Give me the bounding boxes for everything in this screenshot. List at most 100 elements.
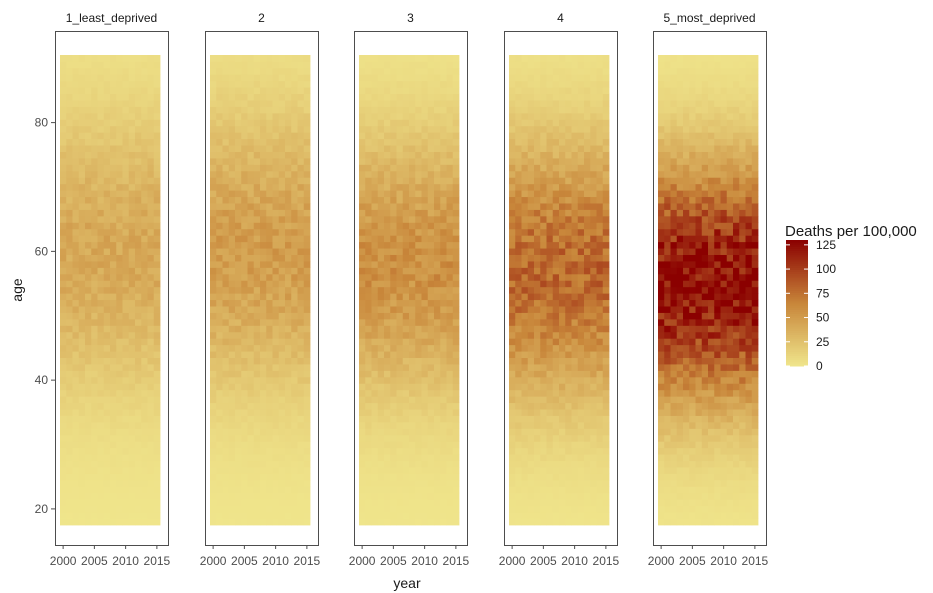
heat-tile <box>297 402 305 410</box>
heat-tile <box>402 512 410 519</box>
heat-tile <box>297 486 305 494</box>
heat-tile <box>116 364 123 371</box>
heat-tile <box>565 306 572 313</box>
heat-tile <box>527 486 535 494</box>
heat-tile <box>515 80 522 88</box>
heat-tile <box>78 364 86 371</box>
heat-tile <box>297 158 305 165</box>
heat-tile <box>241 228 248 236</box>
heat-tile <box>135 396 142 404</box>
heat-tile <box>235 383 242 391</box>
heat-tile <box>60 460 67 468</box>
heat-tile <box>540 306 547 313</box>
heat-tile <box>365 183 372 191</box>
heat-tile <box>664 203 671 210</box>
heat-tile <box>97 351 105 358</box>
heat-tile <box>303 196 311 204</box>
heat-tile <box>515 383 522 391</box>
heat-tile <box>571 132 579 140</box>
heat-tile <box>291 325 298 333</box>
heat-tile <box>291 409 298 416</box>
heat-tile <box>552 325 560 333</box>
heat-tile <box>602 299 610 307</box>
heat-tile <box>590 325 597 333</box>
heat-tile <box>602 248 610 255</box>
heat-tile <box>303 248 311 255</box>
heat-tile <box>266 396 273 404</box>
heat-tile <box>66 492 73 500</box>
heat-tile <box>103 486 111 494</box>
heat-tile <box>409 241 416 249</box>
heat-tile <box>534 331 541 339</box>
heat-tile <box>590 396 597 404</box>
heat-tile <box>371 235 379 243</box>
heat-tile <box>260 492 267 500</box>
heat-tile <box>521 306 529 313</box>
heat-tile <box>260 261 267 268</box>
heat-tile <box>297 351 305 358</box>
heat-tile <box>534 312 541 320</box>
heat-tile <box>590 306 597 313</box>
heat-tile <box>390 447 397 455</box>
heat-tile <box>421 280 429 288</box>
heat-tile <box>228 125 236 133</box>
heat-tile <box>228 267 236 275</box>
heat-tile <box>141 428 148 436</box>
heat-tile <box>359 196 366 204</box>
heat-tile <box>365 409 372 416</box>
heat-tile <box>216 158 223 165</box>
heat-tile <box>552 196 560 204</box>
heat-tile <box>602 499 610 507</box>
heat-tile <box>153 286 161 294</box>
heat-tile <box>434 512 441 519</box>
heat-tile <box>247 158 255 165</box>
heat-tile <box>415 112 422 120</box>
heat-tile <box>452 409 460 416</box>
heat-tile <box>260 119 267 127</box>
heat-tile <box>559 331 566 339</box>
heat-tile <box>396 325 404 333</box>
heat-tile <box>266 499 273 507</box>
heat-tile <box>272 273 280 281</box>
heat-tile <box>396 376 404 384</box>
heat-tile <box>247 55 255 62</box>
heat-tile <box>415 331 422 339</box>
heat-tile <box>396 151 404 159</box>
heat-tile <box>396 454 404 462</box>
heat-tile <box>446 119 454 127</box>
heat-tile <box>602 428 610 436</box>
heat-tile <box>222 389 230 397</box>
heat-tile <box>103 492 111 500</box>
heat-tile <box>565 383 572 391</box>
heat-tile <box>427 241 435 249</box>
heat-tile <box>658 222 665 230</box>
heat-tile <box>676 473 684 481</box>
heat-tile <box>135 460 142 468</box>
heat-tile <box>552 421 560 429</box>
heat-tile <box>260 428 267 436</box>
heat-tile <box>260 132 267 140</box>
heat-tile <box>285 299 292 307</box>
heat-tile <box>415 55 422 62</box>
heat-tile <box>515 351 522 358</box>
heat-tile <box>427 80 435 88</box>
heat-tile <box>303 286 311 294</box>
heat-tile <box>446 512 454 519</box>
heat-tile <box>97 396 105 404</box>
heat-tile <box>384 145 391 152</box>
heat-tile <box>602 492 610 500</box>
heat-tile <box>676 293 684 301</box>
heat-tile <box>153 67 161 75</box>
heat-tile <box>260 318 267 326</box>
heat-tile <box>390 421 397 429</box>
heat-tile <box>427 55 435 62</box>
heat-tile <box>272 261 280 268</box>
heat-tile <box>540 145 547 152</box>
heat-tile <box>153 467 161 474</box>
heat-tile <box>60 505 67 513</box>
heat-tile <box>446 267 454 275</box>
heat-tile <box>509 331 516 339</box>
heat-tile <box>590 280 597 288</box>
heat-tile <box>552 318 560 326</box>
heat-tile <box>78 428 86 436</box>
